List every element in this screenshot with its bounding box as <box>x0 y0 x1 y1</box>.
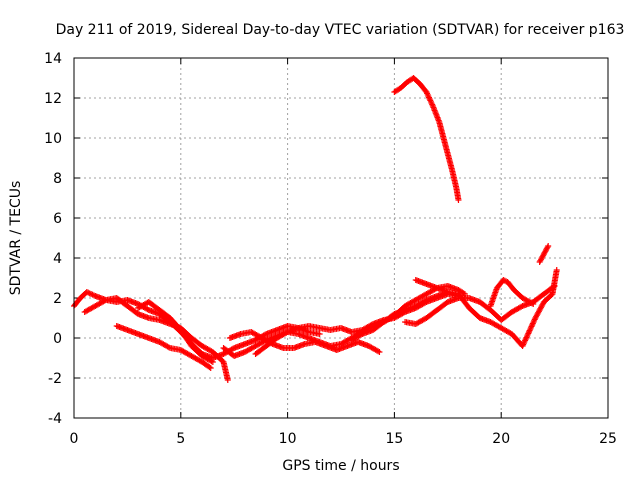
data-point <box>207 365 214 371</box>
data-series <box>71 75 560 383</box>
x-axis-label: GPS time / hours <box>282 458 399 474</box>
data-point <box>368 321 375 328</box>
data-point <box>144 306 151 313</box>
data-point <box>400 309 407 316</box>
data-point <box>358 331 365 338</box>
data-point <box>528 300 535 307</box>
series-arc-k <box>487 277 537 309</box>
data-point <box>375 348 382 355</box>
data-point <box>544 244 551 251</box>
plot-frame <box>73 57 609 419</box>
x-tick-label: 25 <box>599 431 617 447</box>
data-point <box>553 267 560 273</box>
y-tick-label: 6 <box>53 211 62 227</box>
data-point <box>209 359 216 365</box>
y-tick-label: 12 <box>44 91 62 107</box>
x-tick-label: 0 <box>70 431 79 447</box>
y-tick-label: 10 <box>44 131 62 147</box>
series-arc-d <box>135 299 216 365</box>
x-tick-label: 15 <box>385 431 403 447</box>
data-point <box>316 331 323 337</box>
data-point <box>376 349 383 355</box>
data-point <box>208 358 215 365</box>
x-tick-label: 10 <box>279 431 297 447</box>
x-tick-label: 20 <box>492 431 510 447</box>
y-tick-label: 8 <box>53 171 62 187</box>
series-arc-b <box>81 295 231 383</box>
y-tick-label: 2 <box>53 291 62 307</box>
y-tick-label: -2 <box>48 371 62 387</box>
data-point <box>283 329 290 336</box>
data-point <box>427 98 434 105</box>
y-tick-label: 0 <box>53 331 62 347</box>
series-arc-m <box>391 75 462 203</box>
data-point <box>530 301 537 307</box>
data-point <box>424 91 431 98</box>
axis-ticks: 0 5 10 15 20 25 -4 -2 0 2 4 6 8 10 12 14 <box>44 51 617 447</box>
data-point <box>224 377 231 383</box>
series-arc-l <box>536 243 552 265</box>
data-point <box>455 197 462 203</box>
data-point <box>229 345 236 352</box>
y-axis-label: SDTVAR / TECUs <box>8 181 24 296</box>
data-point <box>206 364 213 371</box>
y-tick-label: 14 <box>44 51 62 67</box>
series-arc-c <box>113 323 214 371</box>
x-tick-label: 5 <box>176 431 185 447</box>
data-point <box>101 297 108 304</box>
chart-title: Day 211 of 2019, Sidereal Day-to-day VTE… <box>56 22 625 38</box>
data-point <box>422 299 429 306</box>
data-point <box>165 344 172 351</box>
data-point <box>545 243 552 249</box>
series-arc-i <box>402 283 558 327</box>
data-point <box>518 303 525 310</box>
y-tick-label: -4 <box>48 411 62 427</box>
grid <box>74 58 608 418</box>
y-tick-label: 4 <box>53 251 62 267</box>
series-arc-j <box>412 267 560 349</box>
